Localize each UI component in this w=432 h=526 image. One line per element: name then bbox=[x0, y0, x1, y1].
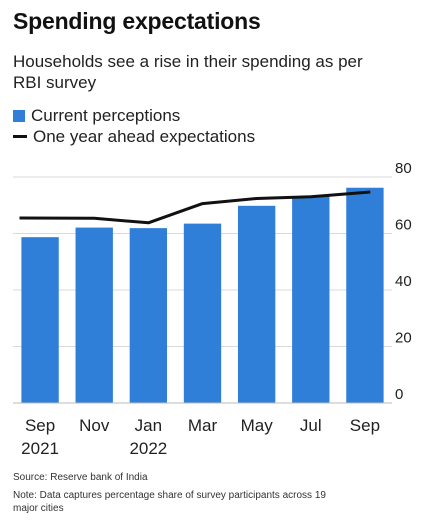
bar-6 bbox=[346, 187, 384, 403]
source-text: Source: Reserve bank of India bbox=[13, 472, 148, 483]
x-tick-label-0: Sep 2021 bbox=[21, 416, 59, 458]
x-tick-label-2: Jan 2022 bbox=[129, 416, 167, 458]
y-tick-label-20: 20 bbox=[395, 330, 412, 347]
bar-4 bbox=[237, 205, 276, 403]
expectations-line bbox=[19, 190, 371, 225]
legend: Current perceptions One year ahead expec… bbox=[13, 105, 255, 147]
y-tick-label-0: 0 bbox=[395, 386, 403, 403]
chart-title: Spending expectations bbox=[13, 8, 261, 34]
legend-label-line: One year ahead expectations bbox=[33, 126, 256, 146]
chart-area: 0 20 40 60 80 Sep 2021 Nov Jan 2022 Mar May Jul Sep bbox=[13, 160, 412, 458]
legend-swatch-line bbox=[13, 135, 27, 138]
chart-subtitle: Households see a rise in their spending … bbox=[13, 52, 363, 92]
legend-swatch-bars bbox=[13, 109, 25, 122]
bar-1 bbox=[75, 227, 113, 403]
x-tick-label-1: Nov bbox=[79, 416, 110, 435]
bar-5 bbox=[292, 196, 330, 403]
legend-item-bars: Current perceptions bbox=[13, 105, 255, 126]
bar-3 bbox=[183, 223, 222, 403]
y-tick-label-80: 80 bbox=[395, 160, 412, 177]
bar-0 bbox=[21, 237, 59, 403]
x-tick-label-3: Mar bbox=[188, 416, 218, 435]
legend-item-line: One year ahead expectations bbox=[13, 126, 255, 147]
bar-2 bbox=[129, 228, 168, 403]
note-text: Note: Data captures percentage share of … bbox=[13, 490, 326, 514]
legend-label-bars: Current perceptions bbox=[31, 105, 181, 125]
x-tick-label-5: Jul bbox=[300, 416, 322, 435]
y-tick-label-60: 60 bbox=[395, 217, 412, 234]
y-tick-label-40: 40 bbox=[395, 273, 412, 290]
x-tick-label-6: Sep bbox=[350, 416, 380, 435]
x-tick-label-4: May bbox=[241, 416, 274, 435]
